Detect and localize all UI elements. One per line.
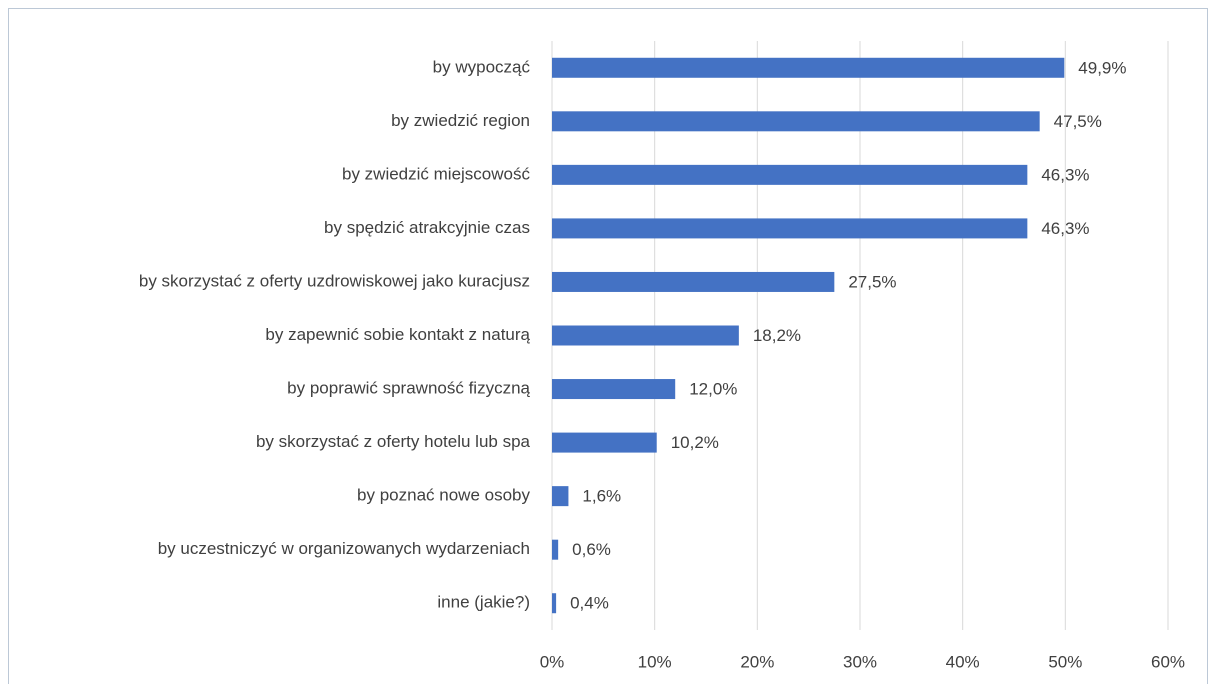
data-label: 0,4%: [570, 594, 609, 613]
data-label: 18,2%: [753, 326, 801, 345]
chart-border: [8, 8, 1208, 684]
bar: [552, 593, 557, 614]
data-label: 1,6%: [582, 487, 621, 506]
category-label: by wypocząć: [433, 57, 531, 76]
bar: [552, 432, 657, 453]
bar: [552, 379, 676, 400]
x-tick-label: 50%: [1048, 652, 1082, 671]
x-tick-label: 60%: [1151, 652, 1185, 671]
bar: [552, 539, 559, 560]
category-label: by skorzystać z oferty hotelu lub spa: [256, 432, 531, 451]
x-tick-label: 20%: [740, 652, 774, 671]
category-label: inne (jakie?): [437, 593, 530, 612]
category-label: by zwiedzić region: [391, 111, 530, 130]
data-label: 12,0%: [689, 380, 737, 399]
data-label: 46,3%: [1041, 165, 1089, 184]
category-label: by zwiedzić miejscowość: [342, 164, 530, 183]
bar: [552, 164, 1028, 185]
data-label: 10,2%: [671, 433, 719, 452]
bar: [552, 486, 569, 507]
category-label: by poznać nowe osoby: [357, 486, 530, 505]
x-tick-label: 30%: [843, 652, 877, 671]
data-label: 46,3%: [1041, 219, 1089, 238]
category-label: by spędzić atrakcyjnie czas: [324, 218, 530, 237]
category-label: by poprawić sprawność fizyczną: [287, 379, 530, 398]
bar: [552, 325, 739, 346]
data-label: 27,5%: [848, 272, 896, 291]
data-label: 47,5%: [1054, 112, 1102, 131]
bar: [552, 218, 1028, 239]
category-label: by skorzystać z oferty uzdrowiskowej jak…: [139, 271, 530, 290]
bar: [552, 271, 835, 292]
bar: [552, 57, 1065, 78]
data-label: 0,6%: [572, 540, 611, 559]
data-label: 49,9%: [1078, 58, 1126, 77]
x-tick-label: 10%: [638, 652, 672, 671]
x-tick-label: 40%: [946, 652, 980, 671]
category-label: by uczestniczyć w organizowanych wydarze…: [158, 539, 530, 558]
bar: [552, 111, 1040, 132]
category-label: by zapewnić sobie kontakt z naturą: [265, 325, 530, 344]
x-tick-label: 0%: [540, 652, 565, 671]
